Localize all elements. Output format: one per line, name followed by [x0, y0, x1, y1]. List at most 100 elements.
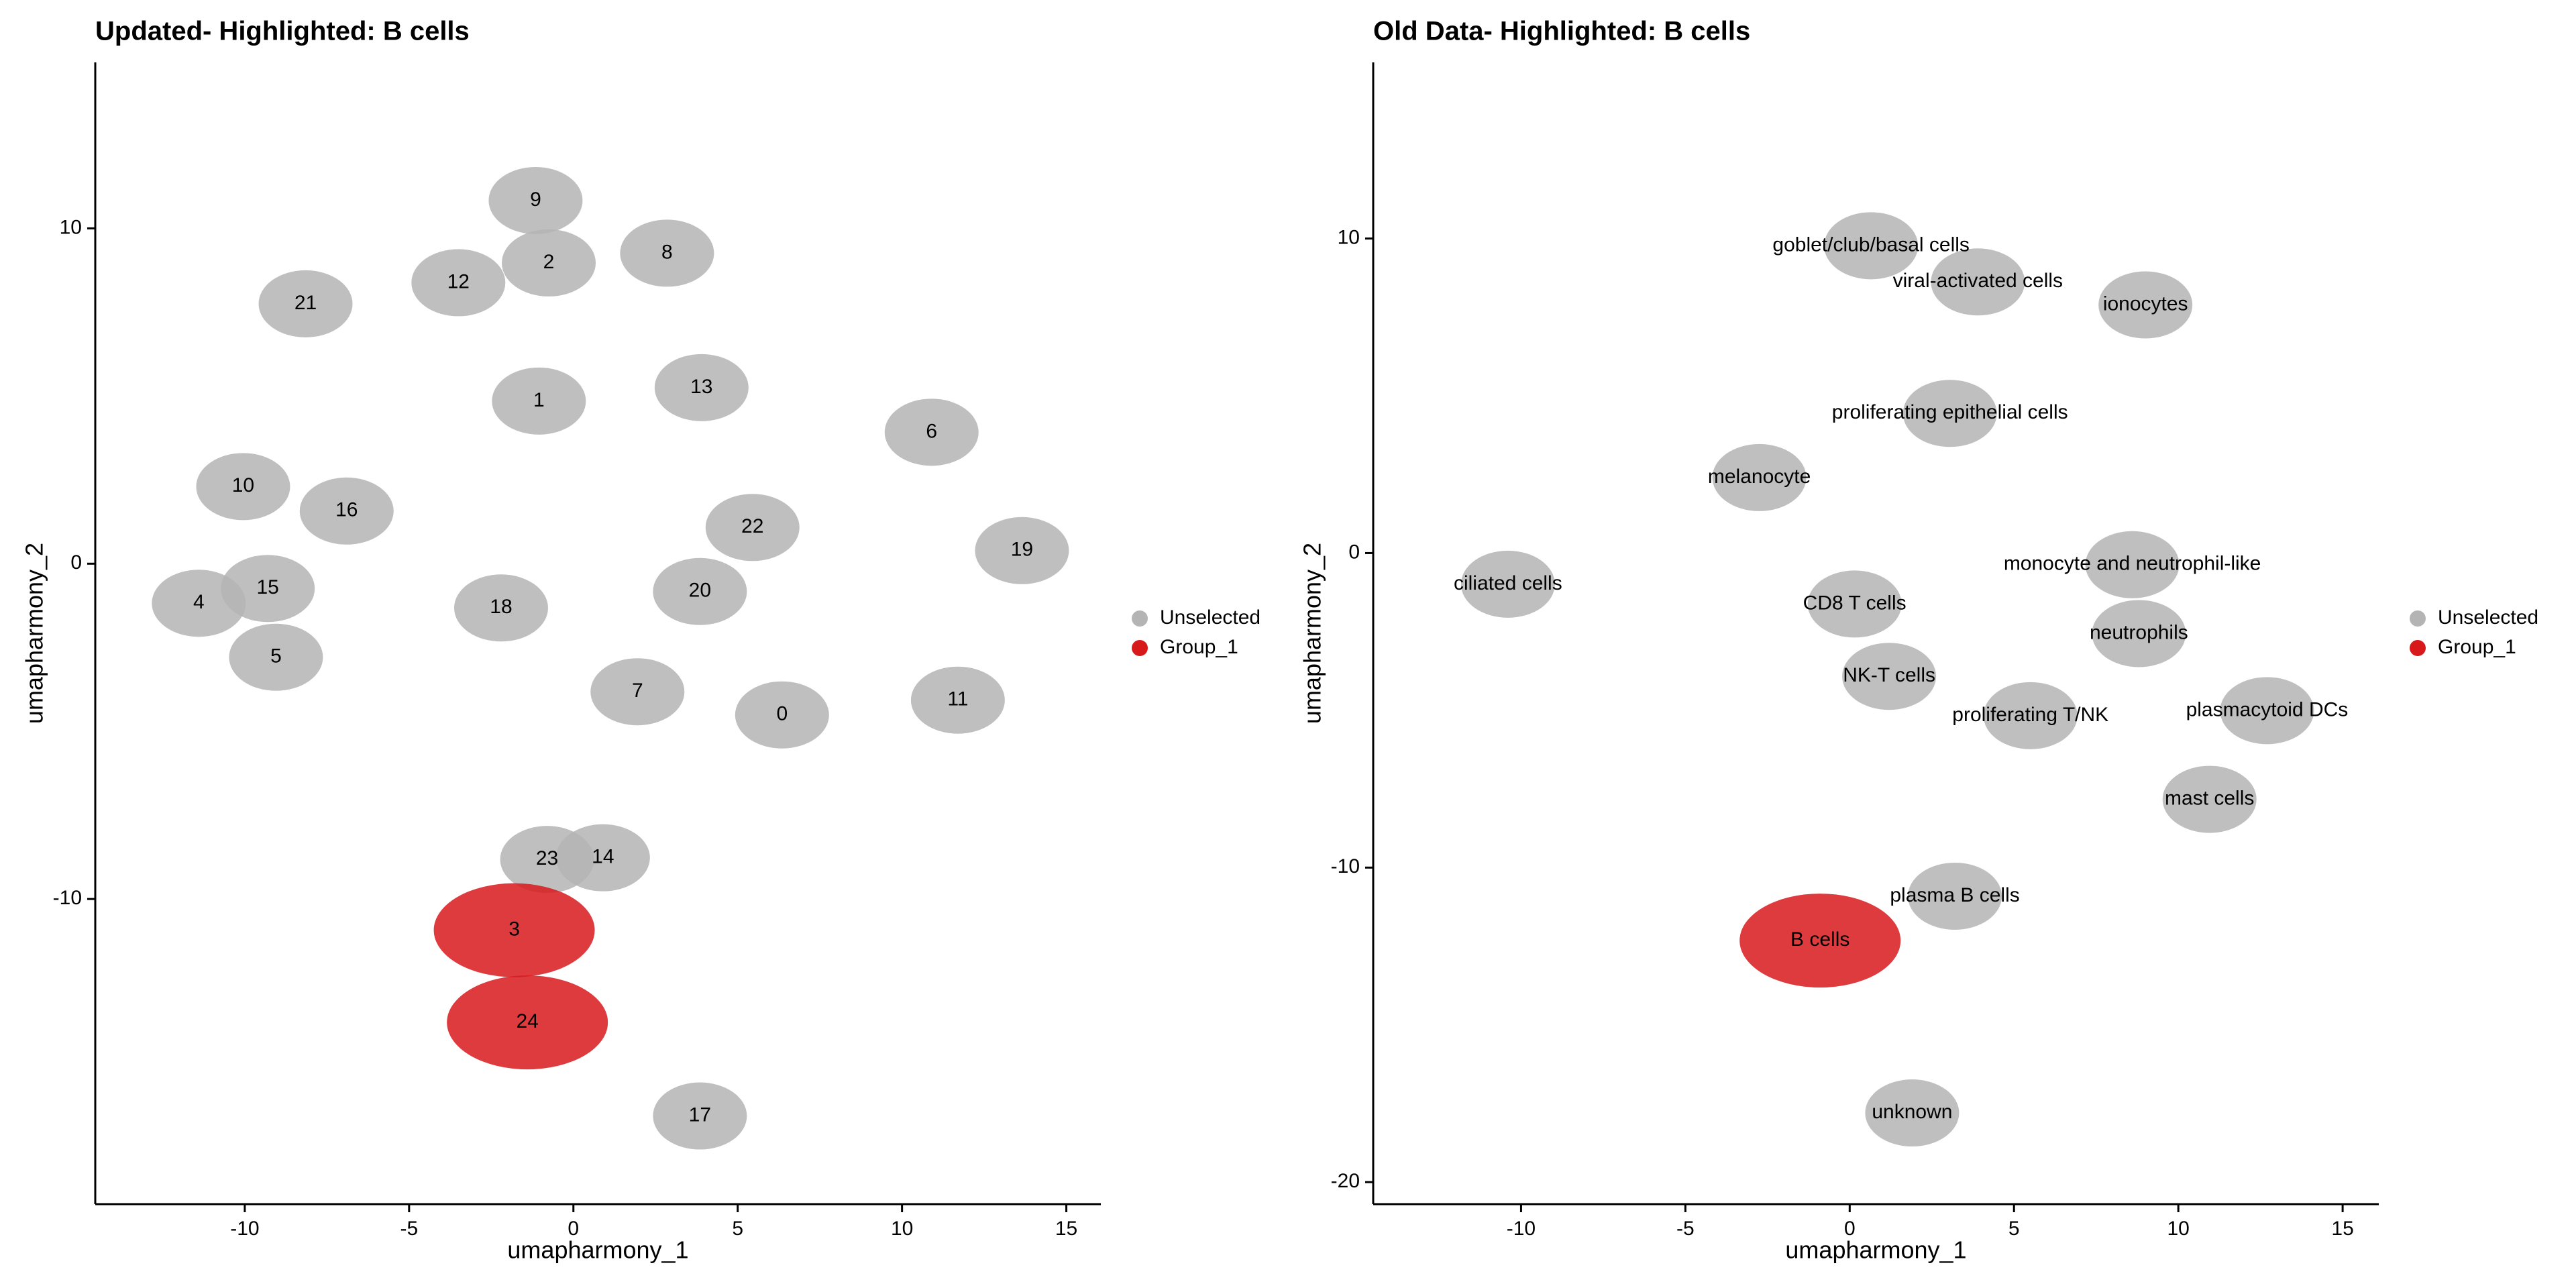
- cluster-label: 13: [690, 376, 712, 398]
- cluster-label: 20: [689, 580, 711, 602]
- legend-marker: [1132, 640, 1148, 656]
- cluster-label: 8: [661, 241, 673, 263]
- cluster-label: 19: [1011, 539, 1033, 561]
- cluster-point: [1865, 1079, 1960, 1147]
- y-tick-label: 10: [60, 216, 82, 238]
- y-tick-label: -10: [1331, 855, 1360, 877]
- cluster-label: 24: [516, 1010, 538, 1032]
- cluster-label: 14: [592, 846, 614, 868]
- cluster-point: [1739, 894, 1901, 988]
- cluster-point: [884, 398, 979, 466]
- cluster-label: 23: [536, 847, 558, 869]
- cluster-label: proliferating epithelial cells: [1832, 401, 2068, 423]
- cluster-point: [1983, 682, 2078, 749]
- cluster-label: 0: [776, 703, 788, 725]
- y-tick-label: 0: [1348, 541, 1360, 563]
- cluster-label: 17: [689, 1104, 711, 1126]
- cluster-label: plasmacytoid DCs: [2186, 698, 2349, 720]
- cluster-point: [1908, 862, 2002, 930]
- cluster-label: ionocytes: [2103, 292, 2188, 315]
- cluster-label: 16: [335, 499, 358, 521]
- cluster-point: [1824, 212, 1919, 280]
- cluster-label: 2: [543, 251, 555, 273]
- cluster-label: 7: [632, 680, 643, 702]
- x-axis-label: umapharmony_1: [507, 1236, 688, 1264]
- chart-title: Old Data- Highlighted: B cells: [1373, 17, 1750, 46]
- cluster-label: proliferating T/NK: [1952, 704, 2108, 726]
- cluster-point: [654, 354, 749, 421]
- cluster-point: [910, 666, 1005, 734]
- cluster-label: 12: [447, 270, 470, 292]
- cluster-point: [975, 517, 1069, 584]
- legend-label: Unselected: [2438, 606, 2538, 629]
- cluster-point: [555, 824, 650, 892]
- x-tick-label: -5: [1676, 1218, 1695, 1240]
- cluster-label: monocyte and neutrophil-like: [2004, 553, 2261, 575]
- cluster-label: viral-activated cells: [1893, 270, 2063, 292]
- cluster-point: [447, 975, 608, 1070]
- cluster-label: unknown: [1872, 1101, 1952, 1123]
- x-tick-label: 15: [1055, 1218, 1077, 1240]
- cluster-point: [653, 557, 747, 625]
- x-tick-label: 10: [2167, 1218, 2189, 1240]
- cluster-point: [1902, 380, 1997, 447]
- cluster-point: [735, 681, 829, 749]
- cluster-point: [1931, 248, 2025, 316]
- x-tick-label: 0: [568, 1218, 579, 1240]
- x-tick-label: -10: [230, 1218, 259, 1240]
- cluster-point: [1842, 643, 1937, 710]
- cluster-point: [620, 219, 714, 287]
- y-tick-label: -20: [1331, 1170, 1360, 1192]
- cluster-point: [196, 453, 290, 521]
- cluster-label: neutrophils: [2090, 621, 2188, 643]
- cluster-point: [2098, 271, 2193, 339]
- cluster-point: [1460, 550, 1555, 618]
- cluster-point: [433, 883, 595, 977]
- cluster-label: 11: [947, 688, 968, 710]
- cluster-point: [2162, 765, 2257, 833]
- legend-marker: [2410, 640, 2426, 656]
- cluster-point: [453, 574, 548, 642]
- cluster-label: NK-T cells: [1843, 664, 1935, 686]
- cluster-point: [705, 494, 800, 561]
- x-tick-label: 10: [891, 1218, 913, 1240]
- y-tick-label: 0: [70, 551, 82, 574]
- legend-marker: [1132, 610, 1148, 627]
- cluster-point: [488, 166, 583, 234]
- y-tick-label: 10: [1338, 226, 1360, 248]
- cluster-point: [590, 658, 685, 726]
- cluster-point: [1712, 443, 1807, 511]
- y-tick-label: -10: [53, 887, 82, 909]
- cluster-point: [2092, 600, 2186, 667]
- cluster-label: 4: [193, 591, 205, 613]
- cluster-point: [502, 229, 596, 297]
- cluster-label: 18: [490, 596, 512, 618]
- cluster-point: [258, 270, 353, 337]
- cluster-label: 22: [741, 515, 763, 537]
- y-axis-label: umapharmony_2: [21, 543, 48, 724]
- y-axis-label: umapharmony_2: [1299, 543, 1326, 724]
- x-tick-label: 5: [732, 1218, 743, 1240]
- legend-marker: [2410, 610, 2426, 627]
- cluster-label: 1: [533, 389, 545, 411]
- cluster-label: 3: [508, 918, 520, 941]
- cluster-label: goblet/club/basal cells: [1772, 233, 1970, 256]
- cluster-label: mast cells: [2165, 787, 2254, 809]
- cluster-point: [2085, 531, 2180, 598]
- x-tick-label: 5: [2008, 1218, 2020, 1240]
- cluster-label: 9: [530, 189, 541, 211]
- x-axis-label: umapharmony_1: [1785, 1236, 1966, 1264]
- cluster-label: ciliated cells: [1454, 572, 1562, 594]
- cluster-label: 10: [232, 474, 254, 496]
- cluster-point: [1807, 570, 1902, 638]
- cluster-point: [229, 623, 323, 691]
- cluster-point: [152, 570, 246, 637]
- cluster-point: [411, 249, 506, 317]
- cluster-label: 6: [926, 420, 937, 442]
- cluster-label: 5: [270, 645, 282, 667]
- legend-label: Group_1: [1160, 636, 1238, 658]
- x-tick-label: 0: [1844, 1218, 1856, 1240]
- x-tick-label: -10: [1507, 1218, 1536, 1240]
- cluster-point: [492, 367, 586, 435]
